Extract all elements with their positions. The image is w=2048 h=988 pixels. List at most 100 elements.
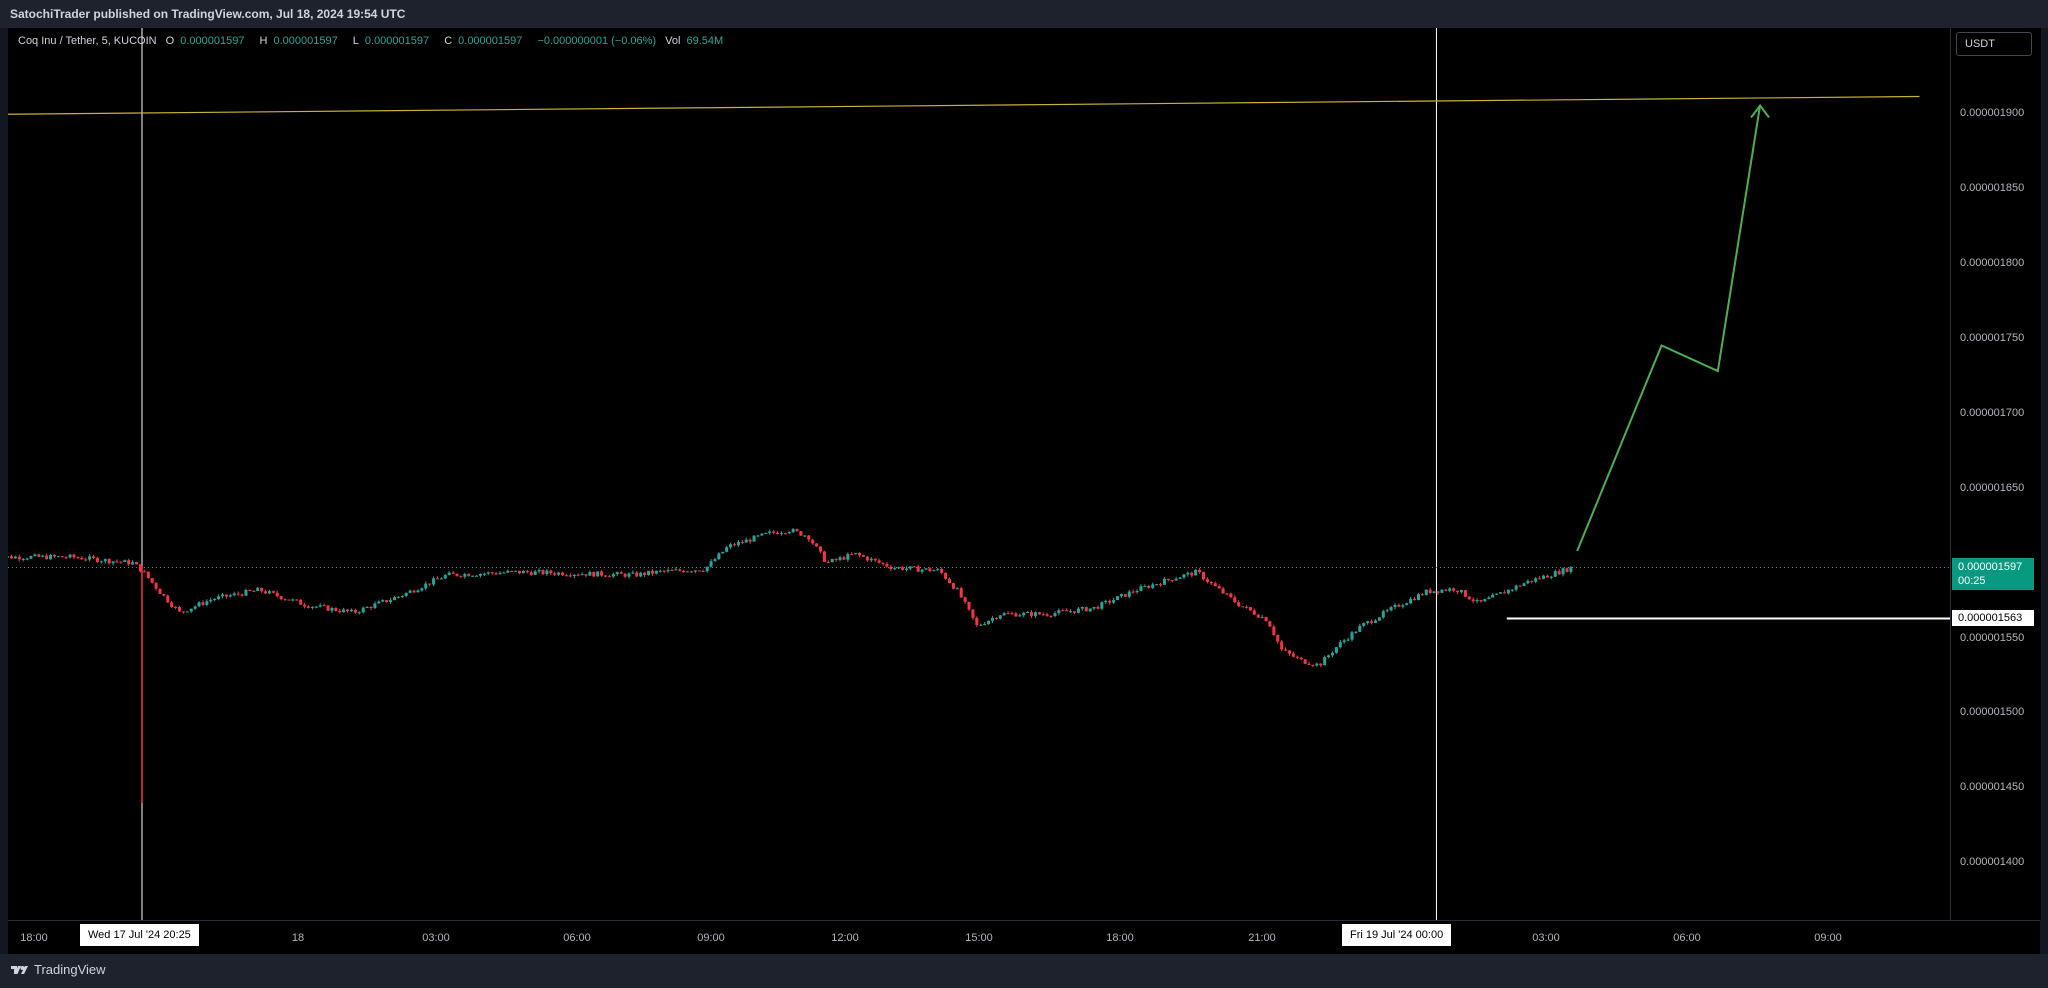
candle-body [142,571,146,573]
candle-body [392,597,396,601]
candle-body [947,578,951,584]
legend-high-value: 0.000001597 [273,35,338,47]
candle-body [1190,572,1194,576]
candle-body [889,566,893,570]
tradingview-logo[interactable]: TradingView [10,962,106,977]
candle-body [631,572,635,574]
candle-body [791,529,795,532]
candle-body [1518,585,1522,587]
candle-body [901,567,905,570]
candle-body [1557,571,1561,575]
legend-symbol[interactable]: Coq Inu / Tether, 5, KUCOIN [18,35,157,47]
candle-body [432,578,436,585]
candle-body [1280,641,1284,650]
candle-body [1276,634,1280,642]
candle-body [1002,613,1006,616]
time-axis[interactable] [8,920,2040,955]
candle-body [25,558,29,560]
candle-body [1463,590,1467,597]
currency-button[interactable]: USDT [1956,32,2032,56]
candle-body [772,531,776,533]
candle-body [1033,612,1037,617]
candle-body [881,562,885,564]
candle-body [76,557,80,559]
candle-body [396,596,400,598]
candle-body [209,599,213,602]
chart-area[interactable] [8,28,1950,920]
candle-body [779,533,783,535]
candle-body [267,591,271,594]
candle-body [916,566,920,572]
candle-body [150,578,154,583]
candle-body [721,551,725,554]
candle-body [607,576,611,578]
candle-body [322,605,326,607]
candle-body [553,573,557,575]
price-chart[interactable] [8,28,1950,920]
candle-body [1514,585,1518,590]
candle-body [1061,610,1065,612]
candle-body [904,568,908,570]
candle-body [936,568,940,571]
candle-body [568,575,572,577]
tradingview-logo-icon [11,965,28,974]
candle-body [1334,647,1338,653]
candle-body [920,569,924,572]
price-axis[interactable] [1950,28,2041,920]
candle-body [385,600,389,603]
candle-body [705,566,709,572]
candle-body [662,570,666,572]
candle-body [1479,599,1483,602]
time-label: 03:00 [422,932,450,944]
price-label: 0.000001500 [1960,706,2025,718]
candle-body [17,556,21,560]
candle-body [1561,568,1565,575]
candle-body [768,531,772,533]
candle-body [1545,575,1549,578]
candle-body [1381,611,1385,618]
time-label: 09:00 [1814,932,1842,944]
candle-body [1401,605,1405,607]
candle-body [1073,611,1077,613]
candle-body [1026,612,1030,614]
candle-body [1155,584,1159,586]
candle-body [693,570,697,572]
candle-body [822,551,826,562]
candle-body [498,572,502,575]
candle-body [1252,610,1256,615]
candle-body [643,572,647,576]
candle-body [955,588,959,590]
candle-body [596,571,600,577]
candle-body [490,572,494,574]
candle-body [865,556,869,561]
candle-body [1131,591,1135,593]
candle-body [252,590,256,592]
candle-body [744,539,748,543]
candle-body [1202,572,1206,580]
candle-body [467,574,471,577]
candle-body [1444,589,1448,591]
candle-body [1448,588,1452,591]
candle-body [650,570,654,574]
candle-body [1151,584,1155,588]
candle-body [232,593,236,596]
candle-body [877,560,881,563]
candle-body [975,617,979,626]
legend-close-key: C [444,35,453,47]
candle-body [830,559,834,563]
price-label: 0.000001450 [1960,781,2025,793]
candle-body [709,561,713,567]
legend-close-value: 0.000001597 [458,35,523,47]
candle-body [357,612,361,614]
candle-body [9,556,13,559]
candle-body [861,555,865,557]
candle-body [248,589,252,591]
time-label: 15:00 [965,932,993,944]
candle-body [326,605,330,611]
candle-body [1123,594,1127,597]
candle-body [346,609,350,612]
candle-body [588,571,592,576]
candle-body [49,554,53,560]
candle-body [1159,584,1163,586]
candle-body [1569,567,1573,572]
